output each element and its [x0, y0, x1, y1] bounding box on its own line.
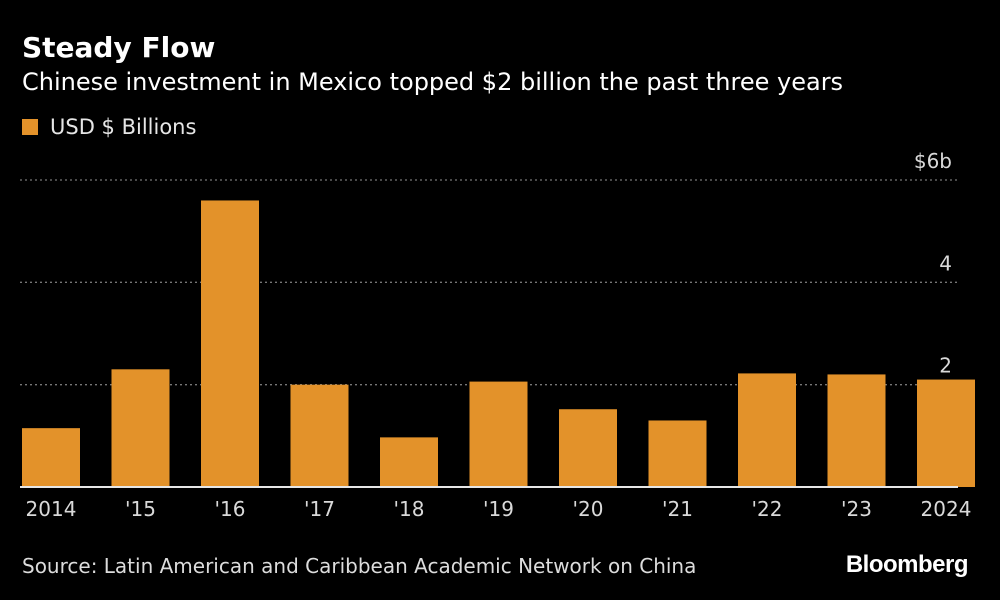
y-tick-label: 2: [939, 354, 952, 378]
bar: [22, 428, 80, 487]
x-tick-label: '17: [304, 497, 335, 521]
x-tick-label: 2024: [921, 497, 972, 521]
x-tick-label: '20: [573, 497, 604, 521]
y-tick-label: 4: [939, 251, 952, 275]
bar: [112, 369, 170, 487]
x-tick-label: '16: [215, 497, 246, 521]
bar: [917, 380, 975, 487]
bar: [828, 374, 886, 487]
x-tick-label: '19: [483, 497, 514, 521]
x-tick-label: '23: [841, 497, 872, 521]
x-tick-label: 2014: [26, 497, 77, 521]
bar: [201, 200, 259, 487]
bar: [291, 385, 349, 487]
source-note: Source: Latin American and Caribbean Aca…: [22, 552, 696, 580]
bar: [738, 373, 796, 487]
x-tick-label: '18: [394, 497, 425, 521]
bar: [559, 409, 617, 487]
y-tick-label: $6b: [914, 149, 952, 173]
x-tick-label: '21: [662, 497, 693, 521]
bar: [649, 420, 707, 487]
bar: [380, 437, 438, 487]
bloomberg-logo: Bloomberg: [846, 550, 968, 580]
x-tick-label: '22: [752, 497, 783, 521]
bar: [470, 382, 528, 487]
x-tick-label: '15: [125, 497, 156, 521]
